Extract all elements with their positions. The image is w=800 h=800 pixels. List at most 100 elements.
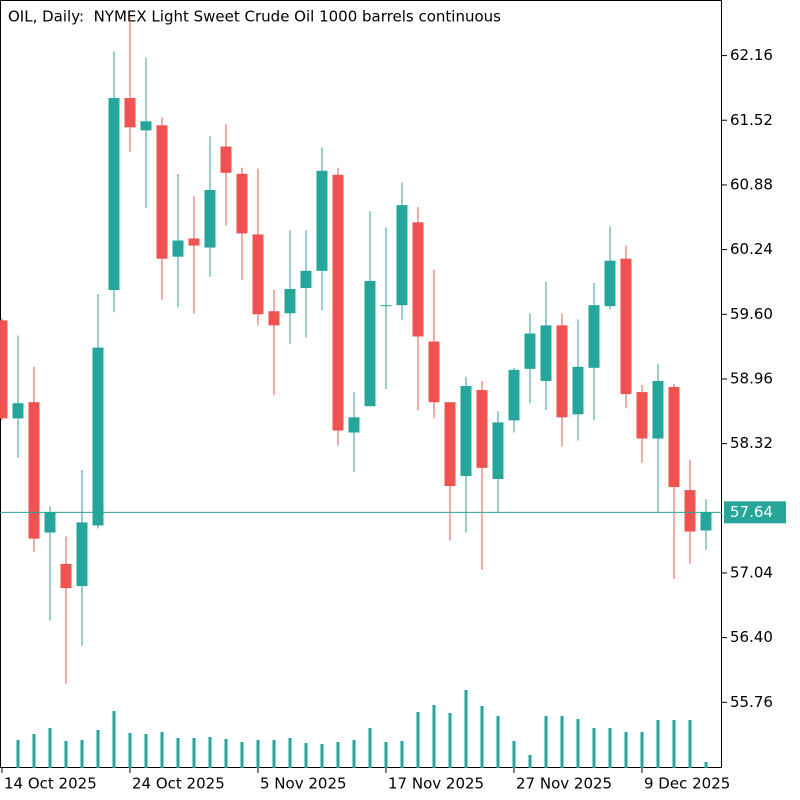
volume-bar [544,716,548,768]
volume-bar [416,712,420,768]
candle-body [0,320,8,419]
chart-title: OIL, Daily: NYMEX Light Sweet Crude Oil … [8,8,501,26]
candle-body [220,146,232,173]
volume-bar [384,742,388,768]
volume-bar [112,711,116,768]
candle-body [44,512,56,533]
volume-bar [656,720,660,768]
candle-body [284,289,296,314]
y-tick-label: 58.96 [730,369,773,387]
candle-body [684,490,696,532]
candle-body [92,347,104,526]
volume-bar [528,755,532,768]
volume-bar [592,728,596,768]
volume-bar [608,728,612,768]
price-label: 57.64 [730,503,773,521]
candle-body [572,366,584,415]
volume-bar [480,706,484,768]
candle-body [380,305,392,307]
volume-bar [704,762,708,768]
candle-body [204,189,216,248]
volume-bar [688,720,692,768]
candle-body [476,390,488,468]
volume-bar [368,728,372,768]
volume-bar [256,740,260,768]
volume-bar [560,716,564,768]
candle-body [524,333,536,369]
y-tick-label: 55.76 [730,693,773,711]
volume-bar [576,719,580,768]
volume-bar [464,690,468,768]
candle-body [236,173,248,234]
candle-body [348,417,360,433]
candle-body [636,392,648,439]
candle-body [556,325,568,418]
volume-bar [320,744,324,768]
x-tick-label: 14 Oct 2025 [4,775,97,793]
volume-bar [48,728,52,768]
y-tick-label: 56.40 [730,628,773,646]
candle-body [188,238,200,246]
y-tick-label: 59.60 [730,305,773,323]
volume-bar [496,716,500,768]
volume-bar [160,732,164,768]
candle-body [124,98,136,128]
candle-body [12,403,24,419]
candle-body [540,325,552,381]
candle-body [300,270,312,288]
volume-bar [304,743,308,768]
price-label-box [724,501,786,524]
volume-bar [224,739,228,768]
volume-bar [672,720,676,768]
candle-body [332,174,344,431]
candle-body [396,205,408,306]
volume-bar [240,742,244,768]
x-tick-label: 27 Nov 2025 [516,775,612,793]
volume-bar [144,734,148,768]
x-tick-label: 24 Oct 2025 [132,775,225,793]
volume-bar [512,741,516,768]
candle-body [588,305,600,368]
candle-body [700,512,712,531]
candle-body [60,563,72,589]
candle-body [492,422,504,479]
volume-bar [336,742,340,768]
candle-body [460,386,472,476]
volume-bar [288,738,292,768]
candle-body [652,380,664,439]
y-tick-label: 57.04 [730,563,773,581]
volume-bar [448,713,452,768]
y-tick-label: 60.24 [730,240,773,258]
candle-body [508,369,520,421]
volume-bar [176,738,180,768]
candle-body [428,341,440,403]
y-tick-label: 60.88 [730,175,773,193]
x-tick-label: 17 Nov 2025 [388,775,484,793]
candle-body [28,402,40,539]
candle-body [172,240,184,257]
candle-body [140,121,152,131]
volume-bar [624,732,628,768]
x-tick-label: 9 Dec 2025 [644,775,730,793]
volume-bar [400,741,404,768]
candle-body [620,258,632,395]
volume-bar [32,734,36,768]
volume-bar [432,705,436,768]
candle-body [316,170,328,271]
candle-body [108,98,120,291]
volume-bar [272,740,276,768]
candle-body [364,280,376,407]
y-tick-label: 62.16 [730,46,773,64]
candle-body [444,402,456,487]
volume-bar [128,733,132,768]
candle-body [668,387,680,488]
volume-bar [192,738,196,768]
candle-body [76,522,88,587]
x-tick-label: 5 Nov 2025 [260,775,347,793]
candle-body [604,260,616,307]
volume-bar [64,741,68,768]
volume-bar [16,740,20,768]
candle-body [156,125,168,259]
volume-bar [96,730,100,768]
